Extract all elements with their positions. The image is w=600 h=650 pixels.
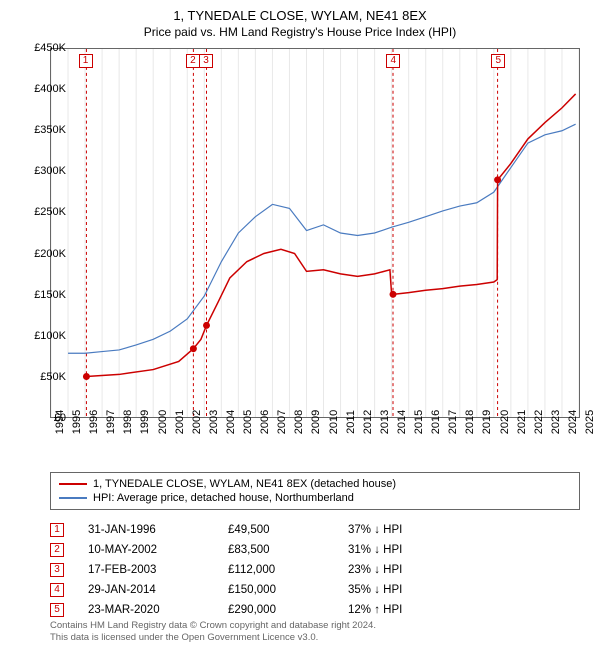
x-axis-label: 1995 [71, 410, 83, 434]
x-axis-label: 2008 [293, 410, 305, 434]
x-axis-label: 2018 [464, 410, 476, 434]
sale-marker-icon: 3 [50, 563, 64, 577]
x-axis-label: 2020 [499, 410, 511, 434]
sale-price: £112,000 [228, 564, 348, 576]
chart-title: 1, TYNEDALE CLOSE, WYLAM, NE41 8EX [0, 0, 600, 23]
sale-marker-icon: 1 [50, 523, 64, 537]
sale-marker-icon: 5 [50, 603, 64, 617]
footer-line2: This data is licensed under the Open Gov… [50, 632, 376, 644]
x-axis-label: 2004 [225, 410, 237, 434]
x-axis-label: 1998 [122, 410, 134, 434]
legend-swatch [59, 483, 87, 485]
x-axis-label: 2002 [191, 410, 203, 434]
sale-marker-2: 2 [186, 54, 200, 68]
sale-price: £49,500 [228, 524, 348, 536]
legend-label: HPI: Average price, detached house, Nort… [93, 492, 354, 504]
x-axis-label: 1999 [139, 410, 151, 434]
y-axis-label: £400K [20, 83, 66, 95]
x-axis-label: 2007 [276, 410, 288, 434]
y-axis-label: £100K [20, 330, 66, 342]
x-axis-label: 1996 [88, 410, 100, 434]
sale-marker-1: 1 [79, 54, 93, 68]
y-axis-label: £150K [20, 289, 66, 301]
legend-swatch [59, 497, 87, 499]
chart-container: 1, TYNEDALE CLOSE, WYLAM, NE41 8EX Price… [0, 0, 600, 650]
y-axis-label: £200K [20, 248, 66, 260]
sale-diff: 12% ↑ HPI [348, 604, 448, 616]
sale-marker-4: 4 [386, 54, 400, 68]
x-axis-label: 2006 [259, 410, 271, 434]
x-axis-label: 2012 [362, 410, 374, 434]
legend-row: HPI: Average price, detached house, Nort… [59, 491, 571, 505]
x-axis-label: 2014 [396, 410, 408, 434]
x-axis-label: 2023 [550, 410, 562, 434]
x-axis-label: 2001 [174, 410, 186, 434]
x-axis-label: 2009 [310, 410, 322, 434]
chart-svg [51, 49, 579, 417]
sale-row: 5 23-MAR-2020£290,00012% ↑ HPI [50, 600, 580, 620]
y-axis-label: £250K [20, 206, 66, 218]
sale-date: 23-MAR-2020 [88, 604, 228, 616]
x-axis-label: 2013 [379, 410, 391, 434]
x-axis-label: 2003 [208, 410, 220, 434]
x-axis-label: 2017 [447, 410, 459, 434]
legend-label: 1, TYNEDALE CLOSE, WYLAM, NE41 8EX (deta… [93, 478, 396, 490]
sale-date: 17-FEB-2003 [88, 564, 228, 576]
x-axis-label: 2000 [157, 410, 169, 434]
sale-marker-5: 5 [491, 54, 505, 68]
x-axis-label: 2011 [345, 410, 357, 434]
x-axis-label: 2021 [516, 410, 528, 434]
sale-diff: 31% ↓ HPI [348, 544, 448, 556]
y-axis-label: £450K [20, 42, 66, 54]
x-axis-label: 2022 [533, 410, 545, 434]
y-axis-label: £50K [20, 371, 66, 383]
x-axis-label: 2016 [430, 410, 442, 434]
x-axis-label: 2024 [567, 410, 579, 434]
sale-date: 31-JAN-1996 [88, 524, 228, 536]
x-axis-label: 2019 [481, 410, 493, 434]
y-axis-label: £350K [20, 124, 66, 136]
sale-marker-3: 3 [199, 54, 213, 68]
sale-row: 1 31-JAN-1996£49,50037% ↓ HPI [50, 520, 580, 540]
sale-marker-icon: 2 [50, 543, 64, 557]
plot-area [50, 48, 580, 418]
sale-date: 10-MAY-2002 [88, 544, 228, 556]
y-axis-label: £300K [20, 165, 66, 177]
x-axis-label: 2005 [242, 410, 254, 434]
x-axis-label: 1997 [105, 410, 117, 434]
sales-table: 1 31-JAN-1996£49,50037% ↓ HPI 2 10-MAY-2002… [50, 520, 580, 620]
sale-price: £150,000 [228, 584, 348, 596]
sale-marker-icon: 4 [50, 583, 64, 597]
sale-row: 4 29-JAN-2014£150,00035% ↓ HPI [50, 580, 580, 600]
chart-subtitle: Price paid vs. HM Land Registry's House … [0, 23, 600, 43]
x-axis-label: 2010 [328, 410, 340, 434]
footer-text: Contains HM Land Registry data © Crown c… [50, 620, 376, 645]
legend-row: 1, TYNEDALE CLOSE, WYLAM, NE41 8EX (deta… [59, 477, 571, 491]
x-axis-label: 2025 [584, 410, 596, 434]
sale-diff: 35% ↓ HPI [348, 584, 448, 596]
sale-row: 3 17-FEB-2003£112,00023% ↓ HPI [50, 560, 580, 580]
sale-price: £83,500 [228, 544, 348, 556]
sale-diff: 37% ↓ HPI [348, 524, 448, 536]
sale-diff: 23% ↓ HPI [348, 564, 448, 576]
sale-row: 2 10-MAY-2002£83,50031% ↓ HPI [50, 540, 580, 560]
legend: 1, TYNEDALE CLOSE, WYLAM, NE41 8EX (deta… [50, 472, 580, 510]
x-axis-label: 2015 [413, 410, 425, 434]
sale-date: 29-JAN-2014 [88, 584, 228, 596]
sale-price: £290,000 [228, 604, 348, 616]
x-axis-label: 1994 [54, 410, 66, 434]
footer-line1: Contains HM Land Registry data © Crown c… [50, 620, 376, 632]
